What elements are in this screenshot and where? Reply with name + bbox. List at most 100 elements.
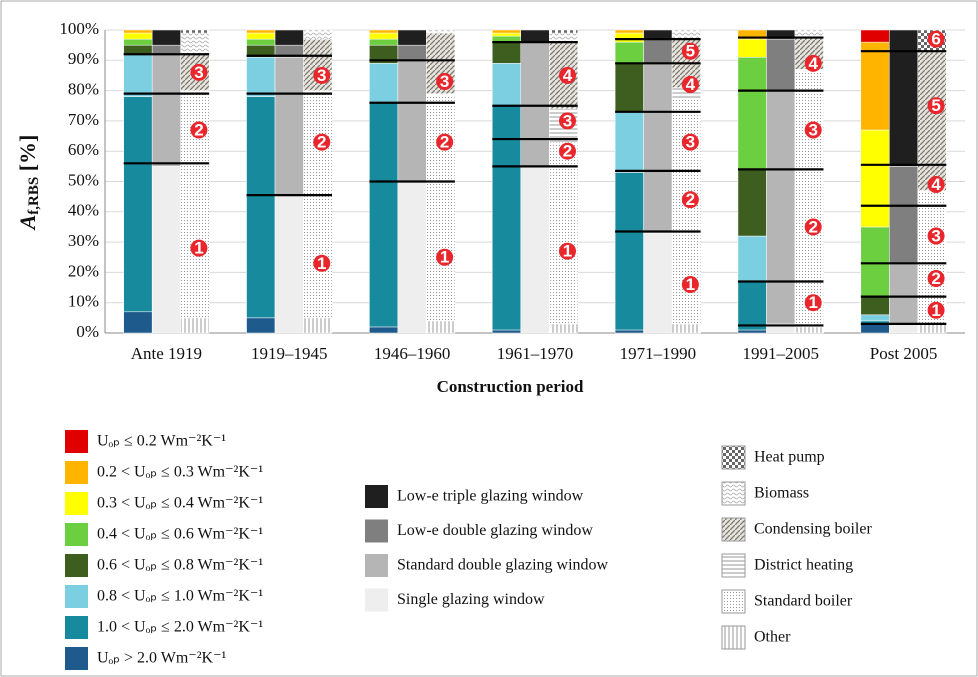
y-tick-label: 20%: [68, 261, 99, 280]
bar-segment: [643, 63, 673, 234]
step-marker: [681, 42, 699, 60]
legend-swatch: [65, 647, 88, 670]
bar-segment: [643, 38, 673, 64]
bar-segment: [794, 72, 824, 328]
legend-label: Single glazing window: [397, 591, 545, 608]
bar-segment: [492, 29, 521, 34]
legend-swatch: [365, 519, 388, 543]
bar-segment: [246, 32, 276, 40]
step-marker: [190, 239, 208, 257]
legend-label: 1.0 < Uₒₚ ≤ 2.0 Wm⁻²K⁻¹: [97, 619, 263, 636]
step-marker: [927, 97, 945, 115]
legend-label: 0.3 < Uₒₚ ≤ 0.4 Wm⁻²K⁻¹: [97, 495, 263, 512]
x-tick-label: Post 2005: [870, 344, 938, 363]
legend-label: Condensing boiler: [754, 521, 872, 538]
x-tick-label: 1946–1960: [374, 344, 451, 363]
bar-segment: [123, 29, 153, 34]
bar-segment: [643, 232, 673, 334]
bar-segment: [917, 190, 947, 325]
bar-segment: [614, 172, 644, 331]
bar-segment: [123, 96, 153, 313]
bar-segment: [889, 323, 919, 334]
bar-segment: [303, 93, 333, 319]
bar-segment: [520, 166, 550, 334]
legend-label: District heating: [754, 557, 853, 574]
step-marker: [436, 73, 454, 91]
bar-segment: [123, 38, 153, 46]
step-label: 5: [931, 96, 940, 115]
step-label: 2: [686, 190, 695, 209]
step-marker: [313, 254, 331, 272]
y-tick-label: 100%: [59, 19, 99, 38]
bar-segment: [737, 57, 767, 170]
step-marker: [927, 176, 945, 194]
step-label: 2: [563, 142, 572, 161]
step-marker: [804, 121, 822, 139]
legend-swatch: [365, 588, 388, 612]
step-marker: [927, 301, 945, 319]
bar-segment: [549, 32, 578, 43]
step-marker: [190, 63, 208, 81]
bar-segment: [737, 281, 767, 331]
legend-swatch: [721, 553, 746, 578]
step-label: 1: [440, 248, 449, 267]
legend-label: Low-e triple glazing window: [397, 488, 584, 505]
legend-swatch: [65, 616, 88, 639]
bar-segment: [492, 329, 521, 334]
bar-segment: [303, 317, 333, 334]
bar-segment: [860, 296, 890, 316]
step-marker: [681, 133, 699, 151]
legend-label: Uₒₚ ≤ 0.2 Wm⁻²K⁻¹: [97, 433, 226, 450]
step-marker: [559, 242, 576, 260]
step-label: 1: [563, 242, 572, 261]
y-tick-label: 10%: [68, 292, 99, 311]
bar-segment: [766, 90, 796, 325]
bar-segment: [737, 329, 767, 334]
step-label: 2: [808, 217, 817, 236]
bar-segment: [492, 105, 521, 331]
legend-swatch: [65, 492, 88, 515]
bar-segment: [860, 129, 890, 228]
step-marker: [681, 276, 699, 294]
bar-segment: [274, 57, 304, 197]
step-marker: [436, 248, 454, 266]
step-label: 4: [686, 75, 696, 94]
legend-swatch: [65, 523, 88, 546]
step-marker: [927, 269, 945, 287]
bar-segment: [614, 329, 644, 334]
bar-segment: [369, 38, 399, 46]
bar-segment: [737, 169, 767, 237]
bar-segment: [180, 317, 210, 334]
legend-swatch: [365, 485, 388, 508]
legend-label: Other: [754, 629, 791, 646]
legend-swatch: [721, 445, 746, 470]
bar-segment: [303, 29, 333, 40]
bar-segment: [397, 29, 427, 46]
step-label: 3: [686, 133, 695, 152]
bar-segment: [274, 29, 304, 46]
step-label: 3: [931, 227, 940, 246]
bar-segment: [614, 41, 644, 64]
bar-segment: [151, 53, 181, 167]
step-marker: [559, 142, 576, 160]
y-tick-label: 50%: [68, 170, 99, 189]
legend-label: Low-e double glazing window: [397, 522, 593, 539]
legend-swatch: [365, 554, 388, 577]
bar-segment: [426, 320, 456, 334]
legend-swatch: [721, 589, 746, 614]
bar-segment: [860, 29, 890, 43]
step-label: 2: [317, 133, 326, 152]
legend-swatch: [65, 585, 88, 608]
x-tick-label: 1919–1945: [251, 344, 328, 363]
legend-label: Standard boiler: [754, 593, 853, 610]
step-marker: [927, 30, 945, 48]
step-label: 1: [686, 275, 695, 294]
step-label: 1: [194, 239, 203, 258]
x-axis-label: Construction period: [437, 377, 584, 396]
step-label: 1: [931, 301, 940, 320]
legend-label: Uₒₚ > 2.0 Wm⁻²K⁻¹: [97, 650, 227, 667]
step-marker: [804, 294, 822, 312]
bar-segment: [246, 38, 276, 46]
legend-label: 0.4 < Uₒₚ ≤ 0.6 Wm⁻²K⁻¹: [97, 526, 263, 543]
legend-swatch: [721, 517, 746, 542]
